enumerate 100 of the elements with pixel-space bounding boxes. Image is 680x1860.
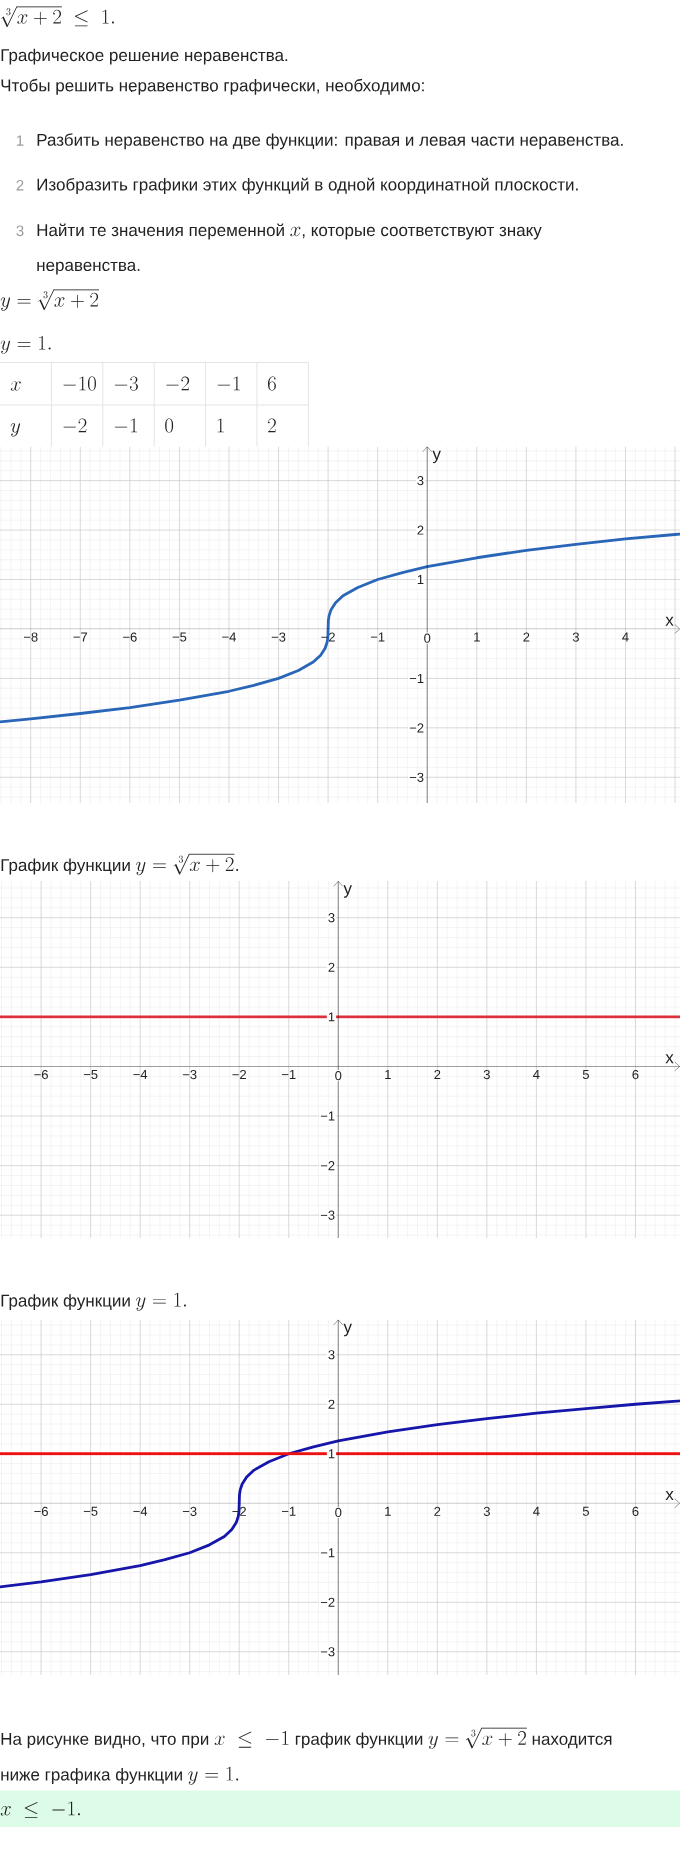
x-tick-label: −8 [23, 632, 38, 642]
text: находится [532, 1735, 612, 1749]
x-tick-label: 0 [335, 1507, 342, 1517]
x-tick-label: 6 [632, 1069, 639, 1080]
x-tick-label: −3 [271, 632, 286, 642]
y-tick-label: 1 [417, 575, 424, 584]
y-tick-label: 3 [328, 913, 335, 923]
text: График функции [1, 1294, 130, 1311]
x-tick-label: 3 [572, 632, 579, 642]
y-tick-label: 2 [328, 1399, 335, 1409]
x-tick-label: 1 [385, 1506, 391, 1516]
y-tick-label: 3 [417, 476, 424, 486]
x-tick-label: −1 [370, 632, 385, 642]
line-series [0, 1399, 680, 1589]
x-tick-label: −5 [172, 632, 187, 642]
x-tick-label: 5 [582, 1069, 589, 1080]
x-tick-label: 5 [582, 1506, 589, 1516]
text: $y = 1.$ [188, 1766, 239, 1785]
text: $-3$ [114, 376, 138, 391]
y-tick-label: 2 [328, 962, 335, 972]
x-tick-label: 0 [424, 633, 431, 643]
text: Разбить неравенство на две функции: правая и левая части неравенства. [37, 133, 623, 150]
text: Изобразить графики этих функций в одной координатной плоскости. [37, 177, 578, 194]
x-tick-label: −1 [281, 1506, 296, 1516]
y-axis-title: y [343, 1323, 352, 1337]
x-tick-label: −6 [34, 1069, 48, 1080]
text: $x\ \leq\ -1$ [214, 1731, 289, 1748]
x-tick-label: −5 [83, 1069, 98, 1080]
text: $0$ [165, 418, 174, 433]
y-tick-label: 2 [417, 525, 424, 535]
x-tick-label: −5 [83, 1506, 98, 1516]
y-tick-label: −1 [320, 1548, 335, 1558]
x-tick-label: −4 [222, 632, 237, 642]
text: $\sqrt[3]{x+2}\ \leq\ 1.$ [0, 6, 115, 28]
text: неравенства. [37, 261, 140, 275]
text: график функции [295, 1732, 423, 1749]
text: График функции [1, 858, 130, 875]
text: $1$ [217, 418, 224, 433]
text: Графическое решение неравенства. [1, 48, 288, 65]
x-tick-label: −4 [133, 1069, 148, 1079]
text: 1 [16, 135, 24, 146]
text: Найти те значения переменной [37, 223, 284, 240]
x-tick-label: −1 [281, 1069, 296, 1079]
text: $-10$ [63, 376, 96, 391]
x-tick-label: 2 [434, 1069, 441, 1080]
text: $x$ [10, 381, 21, 391]
x-tick-label: 3 [483, 1069, 490, 1080]
text: $-1$ [217, 376, 240, 391]
y-axis-title: y [343, 885, 352, 898]
x-tick-label: 4 [533, 1069, 540, 1079]
y-tick-label: −3 [409, 772, 424, 782]
text: $y = \sqrt[3]{x+2}.$ [136, 853, 239, 876]
text: ниже графика функции [1, 1768, 182, 1784]
x-axis-title: x [665, 616, 674, 626]
x-tick-label: 4 [533, 1506, 540, 1516]
x-tick-label: −7 [73, 632, 88, 642]
y-tick-label: −3 [320, 1210, 335, 1220]
text: $-2$ [63, 418, 87, 433]
y-tick-label: −1 [320, 1111, 335, 1121]
text: $y = 1.$ [0, 335, 51, 354]
y-tick-label: 1 [328, 1449, 335, 1459]
text: 2 [16, 179, 24, 191]
x-tick-label: 2 [434, 1506, 441, 1516]
y-tick-label: −2 [409, 723, 424, 733]
text: $y = \sqrt[3]{x+2}$ [428, 1727, 527, 1750]
text: $x$ [290, 226, 301, 237]
x-tick-label: −3 [182, 1069, 197, 1080]
y-tick-label: 1 [328, 1012, 335, 1022]
y-tick-label: −2 [320, 1597, 335, 1607]
y-tick-label: 3 [328, 1350, 335, 1360]
x-axis-title: x [665, 1491, 674, 1501]
x-tick-label: −3 [182, 1506, 197, 1516]
text: $2$ [268, 418, 276, 433]
text: 3 [16, 225, 24, 237]
y-tick-label: −2 [320, 1161, 335, 1171]
text: $y = 1.$ [136, 1292, 186, 1311]
x-tick-label: −4 [133, 1506, 148, 1516]
x-tick-label: −6 [123, 632, 137, 642]
text: $6$ [267, 376, 276, 391]
x-tick-label: 3 [483, 1506, 490, 1516]
x-tick-label: 6 [632, 1506, 639, 1516]
x-tick-label: 4 [622, 632, 629, 642]
text: $y$ [10, 423, 21, 437]
text: $x\ \leq\ -1.$ [0, 1801, 80, 1819]
text: $-2$ [166, 376, 190, 391]
text: $y = \sqrt[3]{x+2}$ [0, 289, 100, 311]
y-tick-label: −3 [320, 1647, 335, 1657]
text: , которые соответствуют знаку [302, 226, 542, 240]
x-tick-label: −6 [34, 1506, 48, 1516]
text: Чтобы решить неравенство графически, необходимо: [1, 78, 424, 95]
x-axis-title: x [665, 1054, 674, 1064]
x-tick-label: 0 [335, 1070, 342, 1081]
text: На рисунке видно, что при [1, 1733, 209, 1749]
x-tick-label: 1 [385, 1069, 391, 1079]
x-tick-label: −2 [232, 1069, 246, 1080]
y-tick-label: −1 [409, 673, 424, 683]
y-axis-title: y [432, 450, 441, 464]
x-tick-label: 2 [523, 632, 530, 642]
x-tick-label: 1 [474, 632, 480, 642]
text: $-1$ [114, 418, 138, 433]
